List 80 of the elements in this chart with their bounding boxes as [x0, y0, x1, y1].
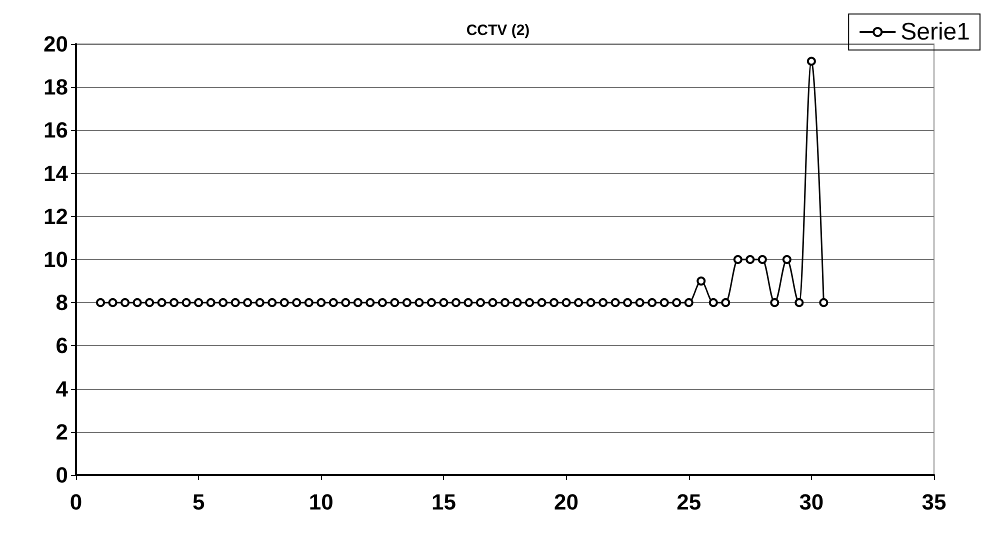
- point: [341, 298, 350, 308]
- point: [770, 298, 780, 308]
- point: [794, 298, 804, 308]
- x-tick-label: 5: [192, 490, 205, 514]
- point: [292, 298, 302, 308]
- point: [562, 298, 571, 308]
- point: [550, 298, 559, 308]
- point: [451, 298, 460, 308]
- point: [378, 298, 387, 308]
- point: [574, 298, 584, 308]
- point: [500, 298, 510, 308]
- point: [280, 298, 289, 308]
- y-tick-label: 6: [56, 333, 68, 358]
- point: [157, 298, 166, 308]
- point: [684, 298, 694, 308]
- x-tick-label: 10: [308, 490, 334, 514]
- point: [304, 298, 314, 308]
- x-tick-label: 20: [554, 490, 579, 514]
- point: [635, 298, 644, 308]
- point: [672, 298, 682, 308]
- point: [328, 298, 338, 308]
- legend-label: Serie1: [900, 18, 970, 46]
- point: [806, 56, 816, 66]
- point: [660, 298, 669, 308]
- point: [623, 298, 632, 308]
- point: [746, 255, 755, 264]
- y-tick-label: 2: [56, 419, 68, 444]
- point: [525, 298, 534, 308]
- point: [758, 255, 767, 264]
- x-tick-label: 35: [922, 490, 946, 514]
- point: [512, 298, 522, 308]
- chart-title: CCTV (2): [466, 22, 530, 39]
- y-tick-label: 10: [44, 247, 68, 272]
- point: [132, 298, 142, 308]
- point: [586, 298, 596, 308]
- point: [598, 298, 608, 308]
- point: [708, 298, 718, 308]
- y-tick-label: 16: [44, 118, 68, 143]
- y-tick-label: 8: [56, 290, 68, 316]
- x-tick-label: 25: [676, 490, 702, 514]
- point: [268, 298, 277, 308]
- point: [464, 298, 473, 308]
- point: [476, 298, 485, 308]
- point: [426, 298, 436, 308]
- y-tick-label: 14: [44, 160, 69, 186]
- point: [170, 298, 179, 308]
- point: [819, 298, 828, 308]
- y-tick-label: 18: [44, 74, 68, 100]
- point: [439, 298, 448, 308]
- point: [537, 298, 546, 308]
- y-tick-label: 0: [56, 462, 68, 488]
- x-tick-label: 15: [431, 490, 456, 514]
- point: [648, 298, 657, 308]
- y-tick-label: 4: [56, 376, 69, 402]
- point: [145, 298, 154, 308]
- point: [316, 298, 326, 308]
- point: [120, 298, 130, 308]
- point: [182, 298, 191, 308]
- point: [390, 298, 400, 308]
- point: [255, 298, 264, 308]
- point: [194, 298, 204, 308]
- point: [230, 298, 240, 308]
- point: [243, 298, 252, 308]
- point: [218, 298, 228, 308]
- point: [206, 298, 216, 308]
- point: [414, 298, 424, 308]
- point: [610, 298, 620, 308]
- point: [96, 298, 106, 308]
- point: [733, 255, 742, 264]
- point: [108, 298, 118, 308]
- x-tick-label: 30: [799, 490, 824, 514]
- point: [721, 298, 730, 308]
- point: [353, 298, 362, 308]
- point: [402, 298, 412, 308]
- point: [782, 255, 792, 264]
- y-tick-label: 20: [44, 32, 68, 56]
- y-tick-label: 12: [44, 204, 68, 229]
- point: [696, 276, 706, 286]
- point: [366, 298, 375, 308]
- point: [488, 298, 498, 308]
